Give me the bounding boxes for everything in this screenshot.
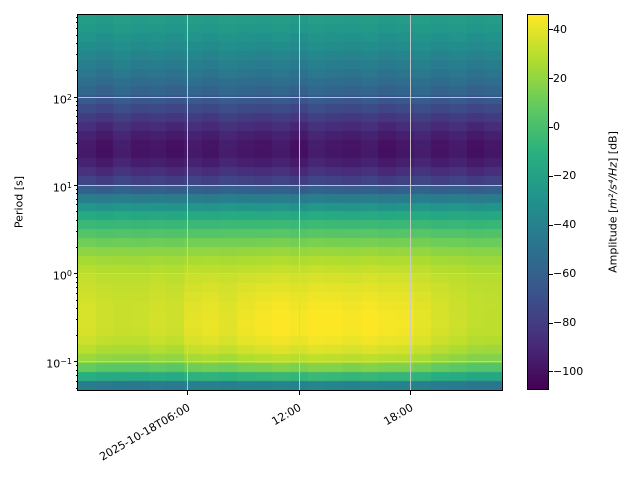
grid-line-horizontal bbox=[78, 184, 502, 186]
colorbar-tick-label: −80 bbox=[553, 316, 577, 329]
y-tick-label: 101 bbox=[52, 180, 72, 195]
tick-mark bbox=[75, 204, 78, 206]
tick-mark bbox=[75, 319, 78, 321]
tick-mark bbox=[73, 96, 78, 98]
tick-mark bbox=[75, 375, 78, 377]
tick-mark bbox=[75, 380, 78, 382]
tick-mark bbox=[75, 334, 78, 336]
plot-area bbox=[77, 14, 503, 391]
tick-mark bbox=[75, 21, 78, 23]
tick-mark bbox=[75, 211, 78, 213]
tick-mark bbox=[75, 198, 78, 200]
tick-mark bbox=[75, 54, 78, 56]
colorbar-tick-label: −20 bbox=[553, 169, 577, 183]
tick-mark bbox=[75, 27, 78, 29]
y-tick-label: 10−1 bbox=[46, 357, 72, 371]
tick-mark bbox=[549, 322, 553, 324]
tick-mark bbox=[75, 116, 78, 118]
tick-mark bbox=[75, 281, 78, 283]
tick-mark bbox=[75, 246, 78, 248]
tick-mark bbox=[73, 273, 78, 275]
colorbar-label: Amplitude [m²/s⁴/Hz] [dB] bbox=[607, 131, 620, 273]
tick-mark bbox=[549, 175, 553, 177]
tick-mark bbox=[75, 105, 78, 107]
grid-line-horizontal bbox=[78, 273, 502, 275]
colorbar-tick-label: 20 bbox=[553, 71, 567, 85]
colorbar-label-suffix: ] [dB] bbox=[606, 131, 620, 162]
tick-mark bbox=[73, 361, 78, 363]
tick-mark bbox=[549, 273, 553, 275]
tick-mark bbox=[75, 100, 78, 102]
tick-mark bbox=[549, 126, 553, 128]
colorbar-tick-label: −100 bbox=[553, 364, 584, 378]
colorbar-tick-label: 0 bbox=[553, 120, 560, 134]
colorbar bbox=[527, 14, 549, 390]
colorbar-label-units: m²/s⁴/Hz bbox=[606, 162, 620, 209]
tick-mark bbox=[75, 292, 78, 294]
x-tick-label: 2025-10-18T06:00 bbox=[97, 401, 193, 464]
tick-mark bbox=[75, 110, 78, 112]
tick-mark bbox=[410, 391, 412, 395]
tick-mark bbox=[549, 78, 553, 80]
y-tick-label: 102 bbox=[52, 92, 72, 107]
tick-mark bbox=[75, 188, 78, 190]
tick-mark bbox=[75, 365, 78, 367]
tick-mark bbox=[75, 16, 78, 18]
colorbar-tick-label: −40 bbox=[553, 218, 577, 232]
colorbar-tick-label: −60 bbox=[553, 267, 577, 281]
tick-mark bbox=[549, 371, 553, 373]
grid-line-vertical bbox=[298, 15, 300, 390]
tick-mark bbox=[75, 299, 78, 301]
tick-mark bbox=[75, 70, 78, 71]
tick-mark bbox=[75, 387, 78, 389]
colorbar-tick-label: 40 bbox=[553, 22, 567, 36]
grid-line-horizontal bbox=[78, 96, 502, 98]
tick-mark bbox=[549, 29, 553, 31]
tick-mark bbox=[298, 391, 300, 395]
colorbar-label-prefix: Amplitude [ bbox=[606, 208, 620, 273]
tick-mark bbox=[549, 224, 553, 226]
tick-mark bbox=[75, 123, 78, 125]
tick-mark bbox=[73, 184, 78, 186]
tick-mark bbox=[75, 158, 78, 160]
colorbar-gradient bbox=[528, 15, 548, 389]
tick-mark bbox=[75, 277, 78, 279]
tick-mark bbox=[187, 391, 189, 395]
tick-mark bbox=[75, 142, 78, 144]
tick-mark bbox=[75, 308, 78, 310]
tick-mark bbox=[75, 219, 78, 221]
y-axis-label: Period [s] bbox=[12, 175, 26, 229]
grid-line-horizontal bbox=[78, 361, 502, 363]
tick-mark bbox=[75, 369, 78, 371]
tick-mark bbox=[75, 193, 78, 195]
grid-line-vertical bbox=[410, 15, 412, 390]
tick-mark bbox=[75, 286, 78, 288]
y-tick-label: 100 bbox=[52, 269, 72, 283]
tick-mark bbox=[75, 230, 78, 232]
tick-mark bbox=[75, 131, 78, 133]
grid-line-vertical bbox=[187, 15, 189, 390]
tick-mark bbox=[75, 43, 78, 45]
tick-mark bbox=[75, 34, 78, 36]
spectrogram-heatmap bbox=[78, 15, 502, 390]
